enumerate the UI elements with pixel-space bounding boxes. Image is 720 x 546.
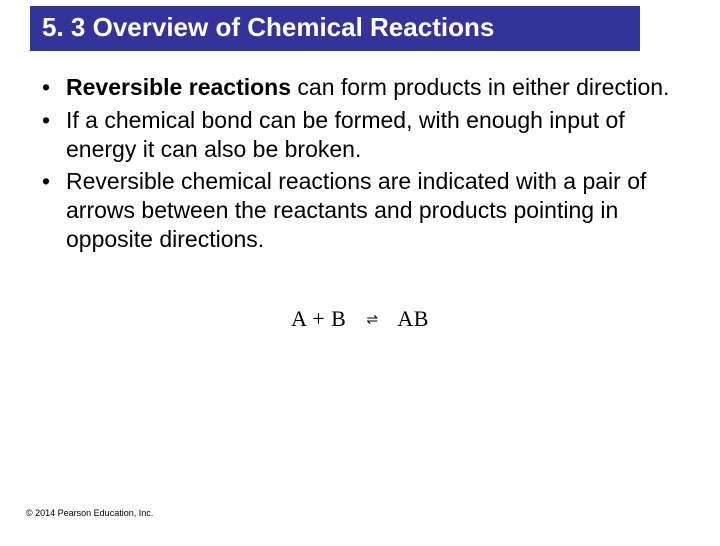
bullet-item: If a chemical bond can be formed, with e… xyxy=(38,106,682,164)
bullet-text: can form products in either direction. xyxy=(291,74,669,100)
slide-title-bar: 5. 3 Overview of Chemical Reactions xyxy=(30,6,640,51)
slide-body: Reversible reactions can form products i… xyxy=(0,51,720,332)
bullet-text: Reversible chemical reactions are indica… xyxy=(66,168,646,252)
bullet-item: Reversible chemical reactions are indica… xyxy=(38,167,682,253)
slide-title: 5. 3 Overview of Chemical Reactions xyxy=(42,12,494,42)
equilibrium-arrow-icon: ⇌ xyxy=(366,312,378,329)
bullet-list: Reversible reactions can form products i… xyxy=(38,73,682,254)
equation-left: A + B xyxy=(291,306,346,331)
reaction-equation: A + B ⇌ AB xyxy=(38,306,682,332)
bullet-item: Reversible reactions can form products i… xyxy=(38,73,682,102)
bullet-bold-lead: Reversible reactions xyxy=(66,74,291,100)
equation-right: AB xyxy=(397,306,429,331)
copyright-text: © 2014 Pearson Education, Inc. xyxy=(26,508,153,518)
bullet-text: If a chemical bond can be formed, with e… xyxy=(66,107,625,162)
